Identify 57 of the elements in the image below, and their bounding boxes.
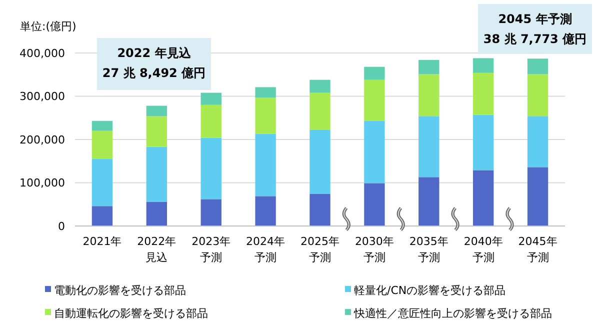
bar [418, 116, 440, 178]
bar [146, 146, 168, 202]
bar [364, 120, 385, 184]
annotation: 2022 年見込 27 兆 8,492 億円 [102, 46, 206, 80]
bar [92, 120, 113, 131]
bar [418, 60, 440, 74]
bar [472, 170, 494, 226]
x-tick-label: 2040年予測 [464, 235, 503, 264]
bar [310, 80, 330, 93]
y-tick-label: 400,000 [20, 46, 65, 60]
legend-label: 電動化の影響を受ける部品 [54, 284, 186, 297]
y-axis-title: 単位:(億円) [20, 20, 76, 33]
legend-label: 軽量化/CNの影響を受ける部品 [354, 284, 506, 297]
bar [92, 206, 113, 226]
legend-label: 自動運転化の影響を受ける部品 [54, 306, 208, 320]
x-tick-label: 2030年予測 [354, 235, 394, 264]
bar [146, 106, 168, 116]
x-tick-label: 2021年 [82, 235, 122, 248]
bar [472, 114, 494, 170]
bar [255, 134, 276, 196]
bar [418, 74, 440, 116]
bar [472, 58, 494, 73]
bar [200, 104, 222, 138]
bar [92, 158, 113, 206]
bar [472, 72, 494, 115]
bar [310, 130, 330, 194]
x-tick-label: 2023年予測 [192, 235, 231, 264]
y-tick-label: 200,000 [20, 133, 65, 146]
bar [310, 92, 330, 130]
bar [527, 58, 548, 74]
bar [364, 80, 385, 121]
bar [200, 199, 222, 226]
legend-label: 快適性／意匠性向上の影響を受ける部品 [353, 306, 552, 320]
text: 2045 年予測 38 兆 7,773 億円 [483, 12, 587, 46]
bar [200, 138, 222, 200]
bar [364, 66, 385, 80]
x-tick-label: 2025年予測 [300, 235, 340, 264]
x-tick-label: 2024年予測 [246, 235, 286, 264]
bar [527, 74, 548, 116]
bar [255, 98, 276, 134]
x-tick-label: 2022年見込 [137, 235, 176, 264]
y-tick-label: 100,000 [20, 176, 65, 190]
bar [527, 167, 548, 226]
bar [418, 177, 440, 226]
bar [364, 183, 385, 226]
bar [255, 87, 276, 98]
bar [310, 194, 330, 226]
bar [146, 116, 168, 147]
x-tick-label: 2035年予測 [409, 235, 448, 264]
bar [146, 202, 168, 226]
bar [527, 116, 548, 168]
bar [200, 92, 222, 105]
bar [92, 130, 113, 159]
y-tick-label: 300,000 [20, 90, 65, 104]
bar [255, 196, 276, 226]
x-tick-label: 2045年予測 [518, 235, 558, 264]
y-tick-label: 0 [58, 220, 65, 233]
